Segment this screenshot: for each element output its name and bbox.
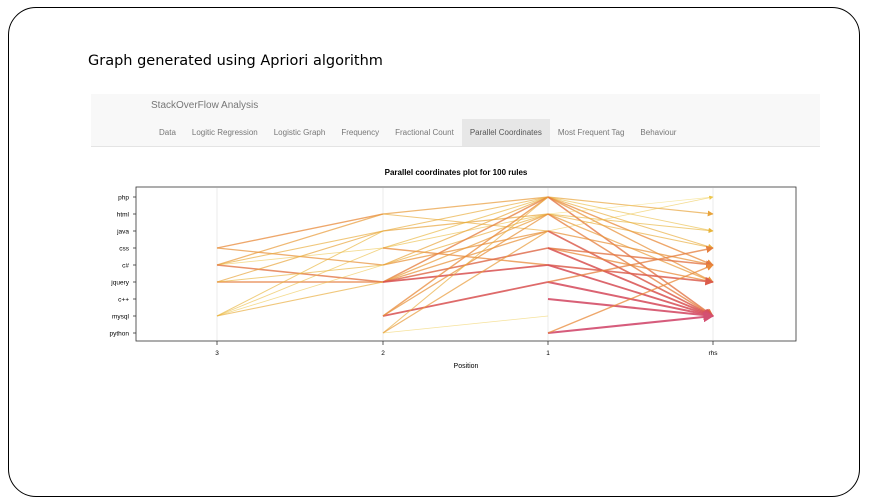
y-tick-label: python (109, 331, 129, 338)
rule-line (382, 196, 549, 249)
nav-tab-frequency[interactable]: Frequency (341, 128, 380, 137)
nav-tab-parallel-coordinates[interactable]: Parallel Coordinates (461, 119, 550, 146)
nav-tab-fractional-count[interactable]: Fractional Count (395, 128, 454, 137)
rule-line (216, 264, 384, 317)
rule-line (547, 245, 714, 283)
y-tick-label: java (116, 229, 129, 236)
rule-line (547, 196, 714, 283)
parallel-coordinates-chart: Parallel coordinates plot for 100 rules … (109, 168, 797, 370)
rule-line (547, 247, 714, 318)
nav-tab-behaviour[interactable]: Behaviour (640, 128, 677, 137)
rule-line (547, 213, 714, 250)
nav-tab-logistic-graph[interactable]: Logistic Graph (273, 128, 326, 137)
app-brand[interactable]: StackOverFlow Analysis (151, 100, 259, 111)
rule-line (382, 196, 549, 232)
y-tick-label: mysql (112, 314, 130, 321)
rule-line (382, 264, 549, 283)
y-tick-label: c++ (118, 297, 129, 304)
rule-line (382, 315, 549, 334)
x-tick-label: 2 (381, 350, 385, 357)
x-tick-label: 1 (546, 350, 550, 357)
rule-line (216, 230, 384, 266)
x-tick-label: 3 (215, 350, 219, 357)
rule-line (382, 230, 549, 334)
chart-title: Parallel coordinates plot for 100 rules (385, 168, 528, 177)
rule-line (547, 247, 714, 269)
rule-line (547, 264, 714, 334)
rule-line (382, 196, 549, 334)
nav-tab-data[interactable]: Data (159, 128, 176, 137)
rule-line (547, 230, 714, 268)
rule-line (216, 230, 384, 283)
y-tick-label: php (118, 195, 129, 202)
rule-line (382, 196, 549, 317)
rule-line (382, 196, 549, 215)
rule-line (547, 264, 714, 318)
x-axis-label: Position (454, 363, 479, 370)
rule-line (547, 213, 714, 234)
nav-tab-logitic-regression[interactable]: Logitic Regression (191, 128, 258, 137)
y-tick-label: jquery (110, 280, 129, 287)
rule-line (216, 213, 384, 266)
rule-line (216, 247, 384, 317)
rule-line (382, 196, 549, 283)
x-tick-label: rhs (708, 350, 718, 357)
rule-line (547, 195, 714, 215)
plot-area (135, 186, 797, 342)
rule-line (382, 213, 549, 283)
rule-line (382, 196, 549, 266)
nav-tabs: Data Logitic Regression Logistic Graph Freq… (151, 119, 684, 146)
app-navbar: StackOverFlow Analysis Data Logitic Regre… (91, 94, 820, 147)
y-tick-label: css (119, 246, 130, 253)
rule-line (547, 311, 715, 335)
rule-line (216, 230, 384, 317)
rule-line (547, 264, 714, 286)
y-tick-label: c# (122, 263, 129, 270)
rule-line (216, 213, 384, 249)
y-tick-label: html (117, 212, 130, 219)
slide-title: Graph generated using Apriori algorithm (88, 53, 383, 69)
rule-line (547, 195, 714, 232)
slide-frame (8, 7, 860, 497)
rule-line (216, 281, 384, 317)
nav-tab-most-frequent-tag[interactable]: Most Frequent Tag (557, 128, 625, 137)
rule-line (547, 297, 715, 321)
